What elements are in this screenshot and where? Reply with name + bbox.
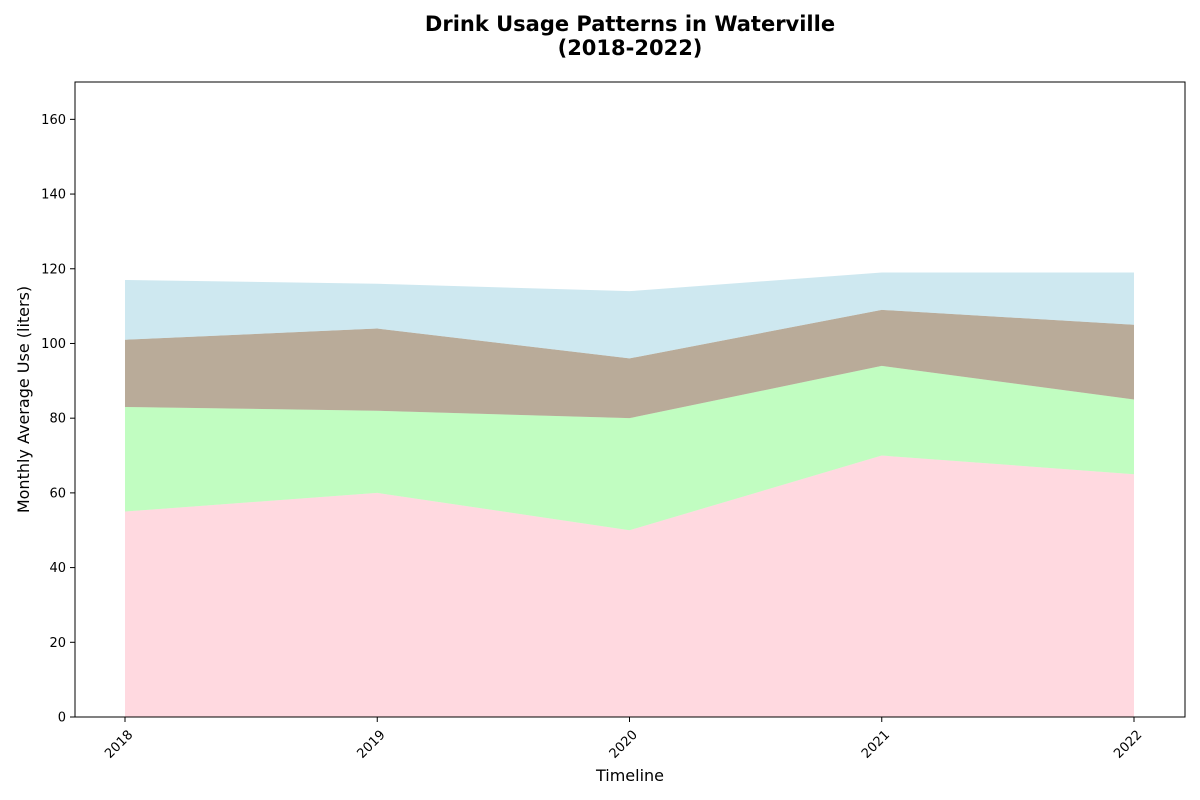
x-tick-label: 2022 xyxy=(1111,728,1145,762)
area-series-1 xyxy=(125,455,1134,717)
y-tick-label: 60 xyxy=(49,486,66,501)
y-tick-label: 140 xyxy=(41,188,66,203)
chart-title: Drink Usage Patterns in Waterville (2018… xyxy=(0,12,1200,60)
area-series-4 xyxy=(125,272,1134,359)
x-tick-label: 2021 xyxy=(859,728,893,762)
y-axis: 0 20 40 60 80 100 120 140 160 xyxy=(41,113,75,726)
y-tick-label: 100 xyxy=(41,337,66,352)
y-axis-label: Monthly Average Use (liters) xyxy=(14,286,33,513)
y-tick-label: 40 xyxy=(49,561,66,576)
x-axis-label: Timeline xyxy=(595,766,664,785)
area-layers xyxy=(125,272,1134,717)
area-series-3 xyxy=(125,309,1134,419)
x-axis: 2018 2019 2020 2021 2022 xyxy=(102,717,1145,762)
y-tick-label: 80 xyxy=(49,412,66,427)
y-tick-label: 160 xyxy=(41,113,66,128)
y-tick-label: 20 xyxy=(49,636,66,651)
x-tick-label: 2018 xyxy=(102,728,136,762)
chart-title-line-1: Drink Usage Patterns in Waterville xyxy=(424,12,836,36)
chart-title-line-2: (2018-2022) xyxy=(557,36,703,60)
y-tick-label: 120 xyxy=(41,262,66,277)
y-tick-label: 0 xyxy=(58,711,66,726)
area-series-2 xyxy=(125,365,1134,531)
x-tick-label: 2020 xyxy=(607,728,641,762)
x-tick-label: 2019 xyxy=(355,728,389,762)
